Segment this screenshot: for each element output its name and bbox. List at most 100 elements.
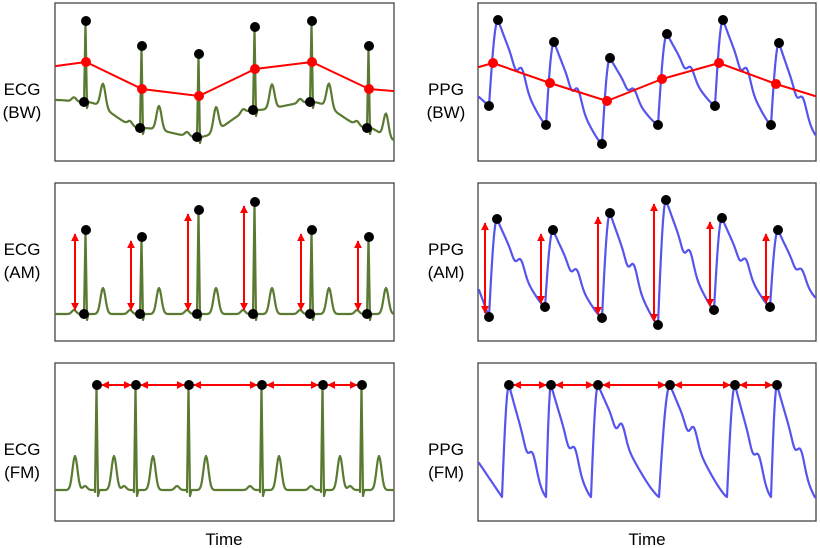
trough-marker: [541, 120, 551, 130]
r-peak-marker: [364, 232, 374, 242]
baseline-marker: [362, 309, 372, 319]
mean-marker: [194, 91, 204, 101]
mean-marker: [137, 84, 147, 94]
mean-marker: [81, 57, 91, 67]
peak-marker: [774, 38, 784, 48]
peak-marker: [549, 37, 559, 47]
baseline-marker: [305, 309, 315, 319]
r-peak-marker: [137, 232, 147, 242]
r-peak-marker: [184, 380, 194, 390]
panel-label-signal: ECG: [4, 80, 41, 99]
panel-label-signal: ECG: [4, 240, 41, 259]
mean-marker: [602, 96, 612, 106]
r-peak-marker: [131, 380, 141, 390]
panel-ecg-am: ECG (AM): [4, 182, 395, 342]
r-peak-marker: [307, 16, 317, 26]
baseline-marker: [248, 309, 258, 319]
r-peak-marker: [92, 380, 102, 390]
peak-marker: [548, 225, 558, 235]
peak-marker: [492, 214, 502, 224]
r-peak-marker: [81, 16, 91, 26]
baseline-marker: [192, 309, 202, 319]
baseline-marker: [305, 97, 315, 107]
mean-marker: [771, 79, 781, 89]
panel-label-signal: PPG: [428, 440, 464, 459]
baseline-marker: [248, 105, 258, 115]
trough-marker: [484, 312, 494, 322]
mean-marker: [545, 78, 555, 88]
x-axis-label-right: Time: [628, 530, 665, 548]
trough-marker: [597, 139, 607, 149]
ppg-waveform: [477, 18, 817, 146]
trough-marker: [653, 120, 663, 130]
panel-label-signal: PPG: [428, 240, 464, 259]
ppg-waveform: [477, 383, 817, 499]
mean-marker: [488, 58, 498, 68]
peak-marker: [605, 208, 615, 218]
peak-marker: [493, 15, 503, 25]
baseline-marker: [79, 97, 89, 107]
peak-marker: [665, 380, 675, 390]
peak-marker: [661, 195, 671, 205]
r-peak-marker: [307, 225, 317, 235]
peak-marker: [605, 53, 615, 63]
panel-label-signal: PPG: [428, 80, 464, 99]
panel-frame: [477, 362, 817, 522]
peak-marker: [504, 380, 514, 390]
panel-label-signal: ECG: [4, 440, 41, 459]
panel-label-modulation: (AM): [4, 263, 41, 282]
mean-marker: [714, 58, 724, 68]
panel-label-modulation: (FM): [428, 463, 464, 482]
mean-marker: [250, 64, 260, 74]
peak-marker: [773, 225, 783, 235]
baseline-wander-line: [478, 62, 816, 102]
panel-label-modulation: (BW): [427, 103, 466, 122]
trough-marker: [765, 302, 775, 312]
trough-marker: [597, 313, 607, 323]
ecg-waveform: [54, 19, 395, 145]
trough-marker: [540, 302, 550, 312]
trough-marker: [653, 320, 663, 330]
r-peak-marker: [81, 225, 91, 235]
mean-marker: [657, 74, 667, 84]
baseline-marker: [135, 309, 145, 319]
r-peak-marker: [137, 41, 147, 51]
x-axis-label-left: Time: [205, 530, 242, 548]
peak-marker: [730, 380, 740, 390]
r-peak-marker: [257, 380, 267, 390]
baseline-marker: [79, 309, 89, 319]
panel-ppg-bw: PPG (BW): [427, 2, 817, 162]
peak-marker: [772, 380, 782, 390]
peak-marker: [546, 380, 556, 390]
ppg-waveform: [477, 198, 817, 327]
r-peak-marker: [357, 380, 367, 390]
panel-label-modulation: (FM): [4, 463, 40, 482]
baseline-marker: [362, 123, 372, 133]
r-peak-marker: [250, 197, 260, 207]
baseline-wander-line: [55, 61, 394, 97]
peak-marker: [593, 380, 603, 390]
mean-marker: [307, 57, 317, 67]
r-peak-marker: [194, 205, 204, 215]
ecg-waveform: [54, 383, 395, 498]
ecg-waveform: [54, 200, 395, 322]
baseline-marker: [192, 132, 202, 142]
panel-frame: [477, 182, 817, 342]
baseline-marker: [135, 123, 145, 133]
trough-marker: [710, 101, 720, 111]
panel-frame: [54, 182, 395, 342]
r-peak-marker: [250, 22, 260, 32]
panel-ppg-am: PPG (AM): [428, 182, 817, 342]
trough-marker: [709, 305, 719, 315]
panel-frame: [54, 362, 395, 522]
trough-marker: [484, 101, 494, 111]
panel-label-modulation: (AM): [428, 263, 465, 282]
r-peak-marker: [364, 41, 374, 51]
trough-marker: [766, 120, 776, 130]
peak-marker: [717, 213, 727, 223]
panel-frame: [477, 2, 817, 162]
peak-marker: [718, 15, 728, 25]
peak-marker: [662, 29, 672, 39]
panel-ppg-fm: PPG (FM): [428, 362, 817, 522]
